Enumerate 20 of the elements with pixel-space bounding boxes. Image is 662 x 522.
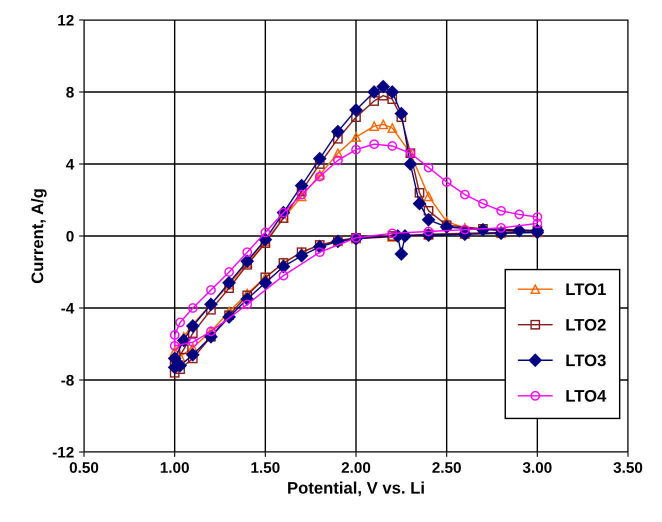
y-tick-label: 4 bbox=[66, 159, 74, 170]
x-tick-label: 2.50 bbox=[432, 462, 461, 473]
legend-label: LTO1 bbox=[566, 283, 606, 296]
y-tick-label: -4 bbox=[61, 303, 74, 314]
x-tick-label: 3.00 bbox=[522, 462, 552, 473]
x-axis-title: Potential, V vs. Li bbox=[288, 482, 424, 496]
x-tick-label: 1.50 bbox=[251, 462, 280, 473]
x-tick-label: 0.50 bbox=[70, 462, 98, 473]
y-tick-label: -12 bbox=[52, 446, 74, 458]
y-tick-label: 12 bbox=[58, 14, 74, 26]
y-tick-label: 8 bbox=[66, 86, 74, 98]
legend-label: LTO3 bbox=[566, 354, 606, 366]
y-axis-title: Current, A/g bbox=[31, 189, 47, 284]
x-tick-label: 3.50 bbox=[613, 462, 642, 473]
x-tick-label: 1.00 bbox=[160, 462, 189, 473]
legend-label: LTO2 bbox=[566, 318, 606, 331]
legend-label: LTO4 bbox=[566, 390, 606, 402]
x-tick-label: 2.00 bbox=[342, 462, 370, 473]
y-tick-label: 0 bbox=[66, 230, 74, 242]
y-tick-label: -8 bbox=[61, 374, 74, 386]
